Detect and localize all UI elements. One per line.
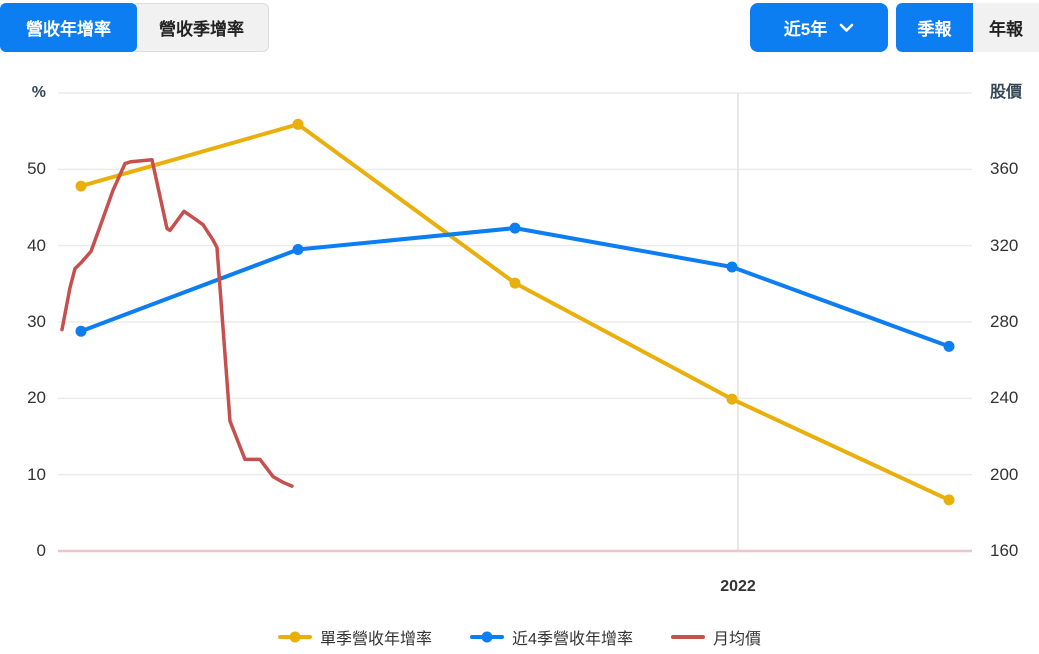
legend-item[interactable]: 近4季營收年增率 xyxy=(470,625,633,649)
data-point-marker xyxy=(292,244,304,255)
axis-tick-label: 240 xyxy=(990,388,1019,407)
chevron-down-icon xyxy=(839,23,854,33)
axis-tick-label: 10 xyxy=(27,465,46,484)
series-line xyxy=(60,158,294,488)
data-point-marker xyxy=(509,222,521,234)
tab-revenue-yoy[interactable]: 營收年增率 xyxy=(0,3,137,52)
axis-tick-label: 320 xyxy=(990,236,1019,255)
legend-label: 月均價 xyxy=(712,631,761,648)
axis-tick-label: 200 xyxy=(990,465,1019,484)
legend-marker-icon xyxy=(278,631,313,643)
range-dropdown-button[interactable]: 近5年 xyxy=(750,3,888,52)
left-axis-title: % xyxy=(31,84,46,101)
data-point-marker xyxy=(943,494,955,506)
metric-tabbar: 營收年增率 營收季增率 xyxy=(0,3,269,52)
data-point-marker xyxy=(75,325,87,337)
chart-legend: 單季營收年增率 近4季營收年增率 月均價 xyxy=(0,624,1039,650)
axis-tick-label: 50 xyxy=(27,159,46,178)
axis-tick-label: 0 xyxy=(36,541,46,560)
tab-revenue-qoq[interactable]: 營收季增率 xyxy=(135,3,269,52)
data-point-marker xyxy=(943,340,955,352)
legend-item[interactable]: 月均價 xyxy=(670,625,761,649)
legend-label: 單季營收年增率 xyxy=(320,631,433,648)
data-point-marker xyxy=(726,261,738,273)
chart-controls: 近5年 季報 年報 xyxy=(750,3,1039,52)
axis-tick-label: 20 xyxy=(27,388,46,407)
legend-marker-icon xyxy=(470,631,505,643)
data-point-marker xyxy=(292,118,304,130)
axis-tick-label: 280 xyxy=(990,312,1019,331)
range-dropdown-label: 近5年 xyxy=(783,20,828,39)
axis-tick-label: 160 xyxy=(990,541,1019,560)
legend-marker-icon xyxy=(670,635,705,639)
segment-quarterly-report[interactable]: 季報 xyxy=(896,3,973,52)
data-point-marker xyxy=(75,180,87,192)
chart-area: % 股價 50 40 30 20 10 0 360 320 280 240 200 160 2022 xyxy=(0,60,1039,620)
axis-tick-label: 30 xyxy=(27,312,46,331)
legend-label: 近4季營收年增率 xyxy=(512,631,633,648)
axis-tick-label: 40 xyxy=(27,236,46,255)
series-line xyxy=(79,122,951,502)
report-period-segmented-control: 季報 年報 xyxy=(896,3,1039,52)
right-axis-title: 股價 xyxy=(990,84,1023,101)
chart-plot-svg xyxy=(58,92,972,553)
legend-item[interactable]: 單季營收年增率 xyxy=(278,625,432,649)
segment-annual-report[interactable]: 年報 xyxy=(973,3,1039,52)
data-point-marker xyxy=(509,277,521,289)
x-axis-year-label: 2022 xyxy=(720,578,756,595)
data-point-marker xyxy=(726,393,738,405)
axis-tick-label: 360 xyxy=(990,159,1019,178)
